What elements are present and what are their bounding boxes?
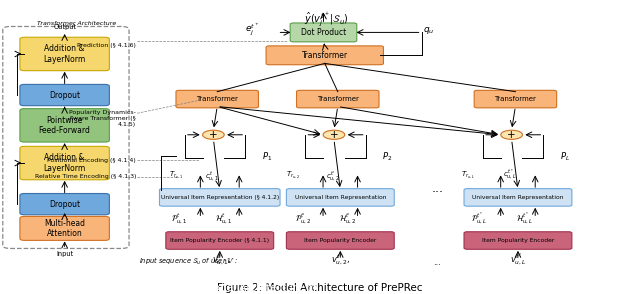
Text: Transformer: Transformer [317, 96, 358, 102]
FancyBboxPatch shape [20, 216, 109, 240]
FancyBboxPatch shape [296, 90, 379, 108]
FancyBboxPatch shape [266, 46, 383, 65]
Text: $\mathcal{H}_{u,1}^{t}$: $\mathcal{H}_{u,1}^{t}$ [215, 211, 232, 225]
Text: Positional Encoding (§ 4.1.4): Positional Encoding (§ 4.1.4) [47, 158, 136, 163]
Text: Figure 2: Model Architecture of PrePRec: Figure 2: Model Architecture of PrePRec [217, 283, 423, 293]
FancyBboxPatch shape [464, 189, 572, 206]
Text: Dropout: Dropout [49, 200, 80, 209]
Text: Dropout: Dropout [49, 91, 80, 100]
FancyBboxPatch shape [464, 232, 572, 249]
Text: Prediction (§ 4.1.6): Prediction (§ 4.1.6) [77, 44, 136, 49]
Text: Transformer: Transformer [301, 51, 348, 60]
Text: Addition &
LayerNorm: Addition & LayerNorm [44, 153, 86, 173]
FancyBboxPatch shape [286, 189, 394, 206]
Text: $T_{r_{u,1}}$: $T_{r_{u,1}}$ [169, 170, 183, 181]
Text: Item Popularity Encoder (§ 4.1.1): Item Popularity Encoder (§ 4.1.1) [170, 238, 269, 243]
Text: $\mathcal{H}_{u,2}^{t'}$: $\mathcal{H}_{u,2}^{t'}$ [339, 211, 356, 225]
Text: $\hat{y}(v_j^{t^+}|\mathcal{S}_u)$: $\hat{y}(v_j^{t^+}|\mathcal{S}_u)$ [304, 11, 349, 29]
Text: $P_L$: $P_L$ [560, 150, 570, 163]
Text: ...: ... [431, 182, 444, 195]
FancyBboxPatch shape [474, 90, 557, 108]
Text: $c_{u,L}^{t^*}$: $c_{u,L}^{t^*}$ [504, 168, 517, 182]
Text: $P_1$: $P_1$ [262, 150, 272, 163]
Text: +: + [508, 130, 516, 140]
Text: Multi-head
Attention: Multi-head Attention [44, 219, 85, 238]
Text: $c_{u,1}^{t}$: $c_{u,1}^{t}$ [205, 169, 219, 182]
Text: Pointwise
Feed-Forward: Pointwise Feed-Forward [38, 116, 91, 135]
Text: Relative Time Encoding (§ 4.1.3): Relative Time Encoding (§ 4.1.3) [35, 174, 136, 179]
Text: Popularity Dynamics-
Aware Transformer (§
4.1.5): Popularity Dynamics- Aware Transformer (… [69, 110, 136, 127]
Text: Figure 2: Model Architecture of: Figure 2: Model Architecture of [156, 283, 320, 293]
Text: $v_{u,2}^{t'},$: $v_{u,2}^{t'},$ [331, 253, 350, 267]
FancyBboxPatch shape [159, 189, 280, 206]
Text: Transformer: Transformer [196, 96, 238, 102]
Circle shape [501, 130, 522, 139]
Text: Item Popularity Encoder: Item Popularity Encoder [304, 238, 376, 243]
Text: $T_{r_{u,2}}$: $T_{r_{u,2}}$ [286, 170, 300, 181]
Text: ...: ... [433, 258, 442, 267]
Text: Input: Input [56, 250, 73, 257]
Text: Universal Item Representation: Universal Item Representation [294, 195, 386, 200]
Text: $v_{u,1}^{t},$: $v_{u,1}^{t},$ [212, 253, 232, 267]
Circle shape [203, 130, 224, 139]
Text: $\mathcal{P}_{u,1}^{t}$: $\mathcal{P}_{u,1}^{t}$ [171, 211, 188, 225]
Text: Universal Item Representation (§ 4.1.2): Universal Item Representation (§ 4.1.2) [161, 195, 279, 200]
Text: Output: Output [53, 24, 76, 30]
FancyBboxPatch shape [20, 193, 109, 215]
Text: +: + [209, 130, 218, 140]
FancyBboxPatch shape [20, 37, 109, 71]
Text: $\mathcal{H}_{u,L}^{t^*}$: $\mathcal{H}_{u,L}^{t^*}$ [516, 211, 534, 226]
Text: Addition &
LayerNorm: Addition & LayerNorm [44, 44, 86, 64]
FancyBboxPatch shape [20, 146, 109, 180]
Text: $\mathcal{P}_{u,L}^{t^*}$: $\mathcal{P}_{u,L}^{t^*}$ [470, 211, 486, 226]
Text: Item Popularity Encoder: Item Popularity Encoder [482, 238, 554, 243]
FancyBboxPatch shape [20, 84, 109, 106]
Text: $P_2$: $P_2$ [382, 150, 392, 163]
FancyBboxPatch shape [176, 90, 259, 108]
Text: Input sequence $\mathcal{S}_u$ of user $\mathcal{U}$ :: Input sequence $\mathcal{S}_u$ of user $… [139, 256, 238, 267]
Text: $v_{u,L}^{t^*}$: $v_{u,L}^{t^*}$ [509, 252, 526, 267]
Text: $\mathcal{P}_{u,2}^{t'}$: $\mathcal{P}_{u,2}^{t'}$ [295, 211, 311, 225]
FancyBboxPatch shape [166, 232, 274, 249]
Text: +: + [330, 130, 339, 140]
Text: $e_j^{t^+}$: $e_j^{t^+}$ [244, 22, 260, 38]
FancyBboxPatch shape [20, 109, 109, 142]
Text: Transformer: Transformer [495, 96, 536, 102]
FancyBboxPatch shape [290, 23, 356, 42]
Text: $T_{r_{u,L}}$: $T_{r_{u,L}}$ [461, 170, 475, 181]
Text: Dot Product: Dot Product [301, 28, 346, 37]
Text: Universal Item Representation: Universal Item Representation [472, 195, 564, 200]
Text: $q_u$: $q_u$ [424, 25, 435, 36]
FancyBboxPatch shape [286, 232, 394, 249]
Text: Transformer Architecture: Transformer Architecture [37, 21, 116, 26]
Circle shape [323, 130, 345, 139]
Text: $c_{u,2}^{t'}$: $c_{u,2}^{t'}$ [326, 169, 340, 182]
